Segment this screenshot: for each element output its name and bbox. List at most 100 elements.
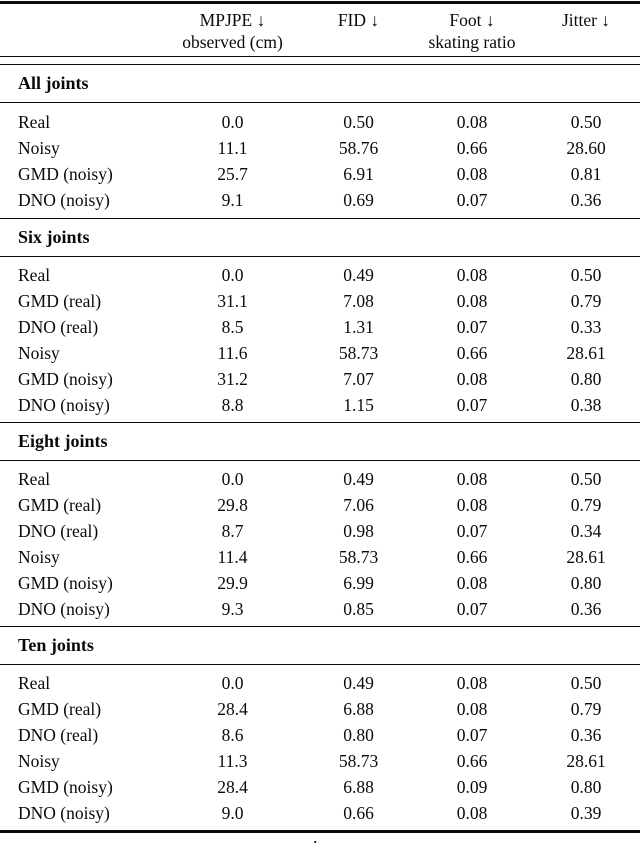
cell-foot-skating: 0.08 [456,495,488,515]
cell-foot-skating: 0.08 [456,369,488,389]
cell-fid: 6.88 [343,699,374,719]
col-header-mpjpe: MPJPE ↓ observed (cm) [160,9,305,53]
cell-mpjpe: 8.7 [221,521,244,541]
cell-mpjpe: 11.3 [217,751,248,771]
horizontal-rule [0,664,640,665]
cell-fid: 1.31 [343,317,374,337]
cell-mpjpe: 0.0 [221,673,244,693]
cell-fid: 6.91 [343,164,374,184]
table-row: DNO (real) 8.5 1.31 0.07 0.33 [0,314,640,340]
row-label: Noisy [18,138,60,158]
section-header-six-joints: Six joints [18,227,90,247]
col-header-fid: FID ↓ [305,9,412,53]
cell-foot-skating: 0.08 [456,573,488,593]
col-header-mpjpe-line1: MPJPE ↓ [199,10,266,30]
cell-foot-skating: 0.07 [456,521,488,541]
col-header-foot-skating: Foot ↓ skating ratio [412,9,532,53]
cell-foot-skating: 0.07 [456,725,488,745]
bottom-rule [0,830,640,833]
row-label: DNO (noisy) [18,190,110,210]
row-label: GMD (real) [18,291,102,311]
table-row: GMD (noisy) 28.4 6.88 0.09 0.80 [0,774,640,800]
cell-jitter: 0.50 [570,673,602,693]
row-label: DNO (real) [18,725,99,745]
row-label: Real [18,673,51,693]
row-label: DNO (real) [18,521,99,541]
row-label: GMD (noisy) [18,777,113,797]
cell-jitter: 0.36 [570,725,602,745]
col-header-foot-line2: skating ratio [428,32,516,52]
section-body-all-joints: Real 0.0 0.50 0.08 0.50 Noisy 11.1 58.76… [0,103,640,218]
cell-fid: 7.07 [343,369,374,389]
cell-fid: 58.73 [338,343,379,363]
table-row: DNO (noisy) 9.1 0.69 0.07 0.36 [0,187,640,213]
row-label: DNO (real) [18,317,99,337]
col-header-jitter-line1: Jitter ↓ [561,10,611,30]
cell-mpjpe: 11.1 [217,138,248,158]
cell-foot-skating: 0.07 [456,395,488,415]
cell-foot-skating: 0.08 [456,291,488,311]
row-label: Noisy [18,343,60,363]
table-row: Noisy 11.4 58.73 0.66 28.61 [0,544,640,570]
table-row: Real 0.0 0.50 0.08 0.50 [0,109,640,135]
cell-foot-skating: 0.08 [456,469,488,489]
cell-jitter: 0.33 [570,317,602,337]
cell-foot-skating: 0.08 [456,112,488,132]
cell-fid: 7.06 [343,495,374,515]
cell-mpjpe: 9.0 [221,803,244,823]
cell-jitter: 0.34 [570,521,602,541]
row-label: GMD (noisy) [18,369,113,389]
row-label: DNO (noisy) [18,395,110,415]
horizontal-rule [0,102,640,103]
cell-mpjpe: 0.0 [221,469,244,489]
row-label: Noisy [18,751,60,771]
col-header-foot-line1: Foot ↓ [449,10,495,30]
table-row: GMD (noisy) 31.2 7.07 0.08 0.80 [0,366,640,392]
cell-jitter: 0.80 [570,573,602,593]
cell-fid: 1.15 [343,395,374,415]
cell-fid: 0.98 [343,521,374,541]
row-label: GMD (real) [18,699,102,719]
table-row: DNO (real) 8.6 0.80 0.07 0.36 [0,722,640,748]
cell-fid: 58.73 [338,751,379,771]
horizontal-rule [0,218,640,219]
row-label: GMD (noisy) [18,164,113,184]
horizontal-rule [0,626,640,627]
cell-foot-skating: 0.66 [456,138,488,158]
table-row: DNO (noisy) 8.8 1.15 0.07 0.38 [0,392,640,418]
cell-mpjpe: 8.5 [221,317,244,337]
table-row: Real 0.0 0.49 0.08 0.50 [0,262,640,288]
cell-foot-skating: 0.08 [456,803,488,823]
cell-jitter: 0.39 [570,803,602,823]
cell-mpjpe: 29.9 [217,573,248,593]
cell-mpjpe: 8.8 [221,395,244,415]
cell-mpjpe: 31.2 [217,369,248,389]
header-rule-2 [0,64,640,65]
row-label: Real [18,469,51,489]
cell-jitter: 0.79 [570,495,602,515]
header-rule-1 [0,56,640,57]
horizontal-rule [0,460,640,461]
cell-foot-skating: 0.07 [456,190,488,210]
header-spacer [0,9,160,53]
cell-fid: 0.50 [343,112,374,132]
row-label: DNO (noisy) [18,803,110,823]
cell-foot-skating: 0.66 [456,547,488,567]
cell-fid: 58.73 [338,547,379,567]
cell-jitter: 0.36 [570,190,602,210]
section-body-eight-joints: Real 0.0 0.49 0.08 0.50 GMD (real) 29.8 … [0,461,640,626]
table-row: Real 0.0 0.49 0.08 0.50 [0,670,640,696]
cell-foot-skating: 0.08 [456,673,488,693]
cell-jitter: 28.61 [566,343,606,363]
table-row: Real 0.0 0.49 0.08 0.50 [0,466,640,492]
cell-mpjpe: 25.7 [217,164,248,184]
cell-mpjpe: 31.1 [217,291,248,311]
horizontal-rule [0,256,640,257]
cell-mpjpe: 29.8 [217,495,248,515]
cell-fid: 0.49 [343,265,374,285]
cell-fid: 0.69 [343,190,374,210]
section-body-six-joints: Real 0.0 0.49 0.08 0.50 GMD (real) 31.1 … [0,257,640,422]
cell-jitter: 0.50 [570,469,602,489]
cell-jitter: 0.81 [570,164,602,184]
cell-foot-skating: 0.09 [456,777,488,797]
